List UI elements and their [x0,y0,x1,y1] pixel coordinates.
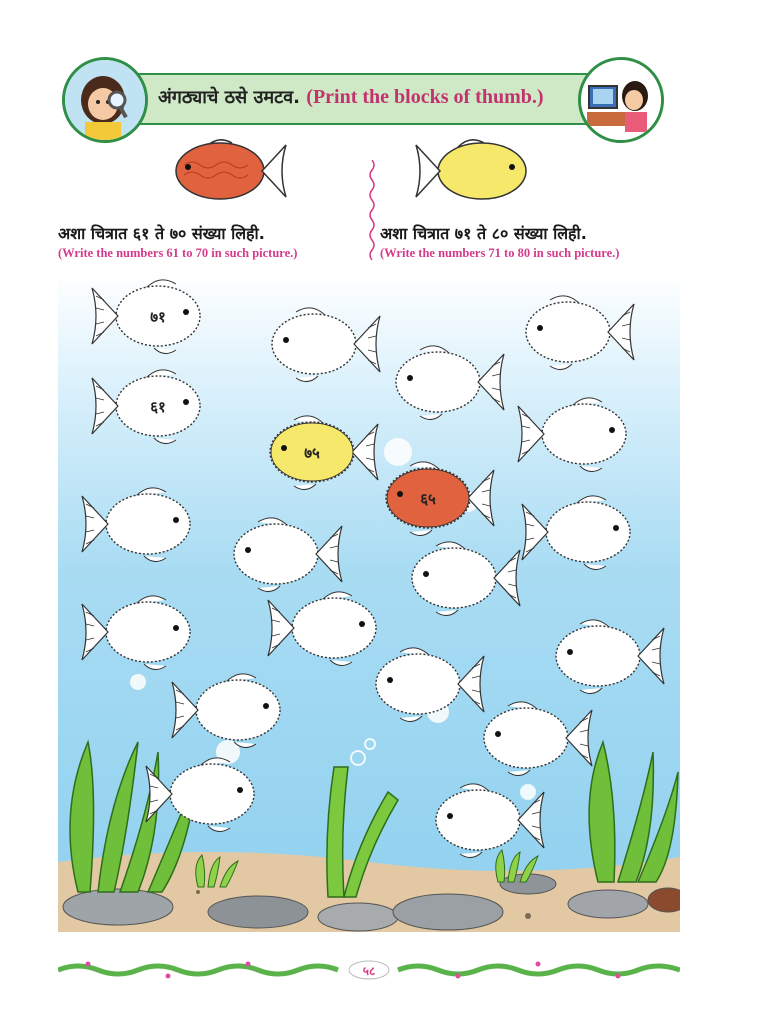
footer-strip: ५८ [57,958,681,982]
title-banner: अंगठ्याचे ठसे उमटव. (Print the blocks of… [98,73,624,125]
underwater-scene: ७१ ६१ ७५ ६५ [58,272,689,932]
yellow-thumbprint [270,422,354,482]
fish-number: ७१ [150,308,166,326]
title-text: अंगठ्याचे ठसे उमटव. (Print the blocks of… [158,85,544,109]
fish-number: ६१ [150,398,166,416]
title-english: (Print the blocks of thumb.) [306,86,544,108]
left-instruction-marathi: अशा चित्रात ६१ ते ७० संख्या लिही. [58,224,265,243]
center-coral [326,766,399,898]
page-number: ५८ [363,964,375,978]
fish-eye [281,445,287,451]
fish-eye [397,491,403,497]
seaweed-right [588,739,679,883]
numbered-fish: ६५ [385,461,495,537]
girl-magnifier-avatar [62,57,148,143]
right-instruction-english: (Write the numbers 71 to 80 in such pict… [380,246,620,260]
numbered-fish: ७५ [269,415,379,491]
sample-yellow-fish [415,139,527,200]
numbered-fish: ६१ [91,369,201,445]
numbered-fish: ७१ [91,279,201,355]
girl-computer-avatar [578,57,664,143]
sample-red-fish [175,139,287,200]
fish-number: ७५ [304,444,320,462]
title-marathi: अंगठ्याचे ठसे उमटव. [158,87,301,108]
red-thumbprint [386,468,470,528]
left-instruction-english: (Write the numbers 61 to 70 in such pict… [58,246,298,260]
seaweed-left [69,739,199,893]
fish-number: ६५ [420,490,436,508]
rocks [62,873,689,932]
fish-layer: ७१ ६१ ७५ ६५ [81,279,665,859]
small-plants [195,849,539,888]
column-divider [369,160,375,260]
right-instruction-marathi: अशा चित्रात ७१ ते ८० संख्या लिही. [380,224,587,243]
